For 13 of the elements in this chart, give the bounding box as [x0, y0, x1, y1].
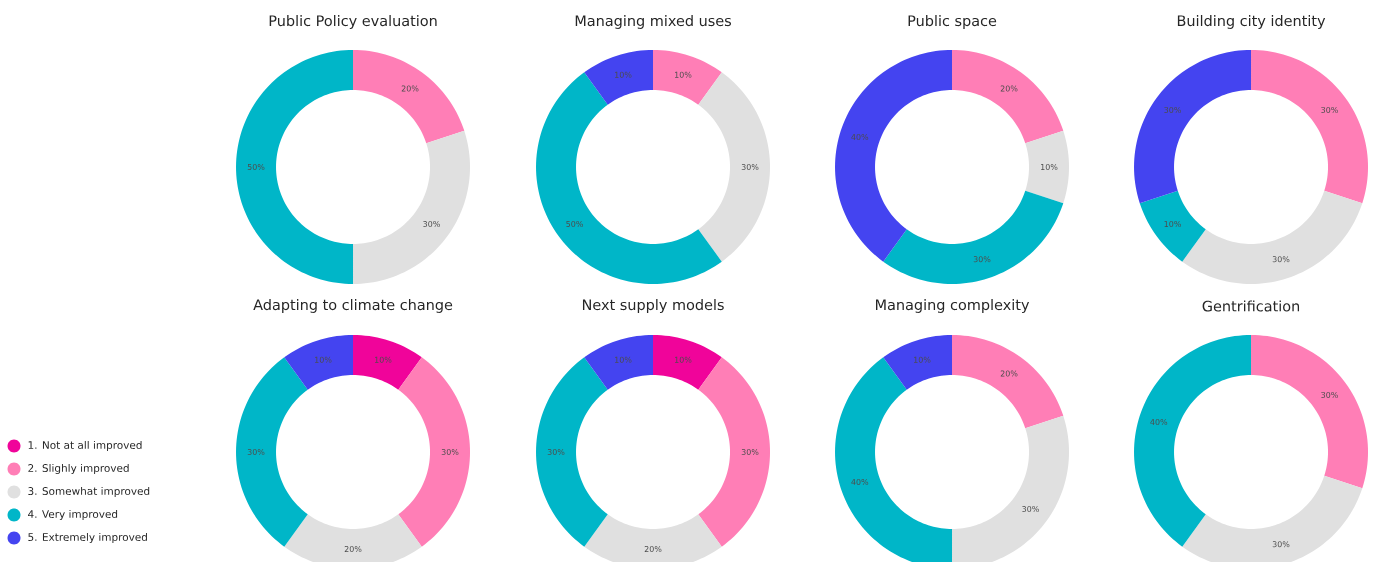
chart-title: Gentrification [1202, 300, 1300, 312]
chart-title: Building city identity [1177, 14, 1326, 29]
chart-title: Public space [908, 14, 997, 29]
legend-label: 1. Not at all improved [28, 440, 142, 452]
chart-title: Managing complexity [876, 298, 1030, 313]
chart-title: Public Policy evaluation [269, 14, 437, 29]
chart-title: Adapting to climate change [253, 298, 453, 313]
legend-label: 5. Extremely improved [28, 532, 147, 544]
chart-title: Managing mixed uses [575, 14, 732, 29]
chart-title: Next supply models [582, 298, 724, 313]
legend-label: 2. Slighly improved [28, 463, 129, 475]
legend-label: 3. Somewhat improved [28, 486, 150, 498]
legend-label: 4. Very improved [28, 509, 118, 521]
